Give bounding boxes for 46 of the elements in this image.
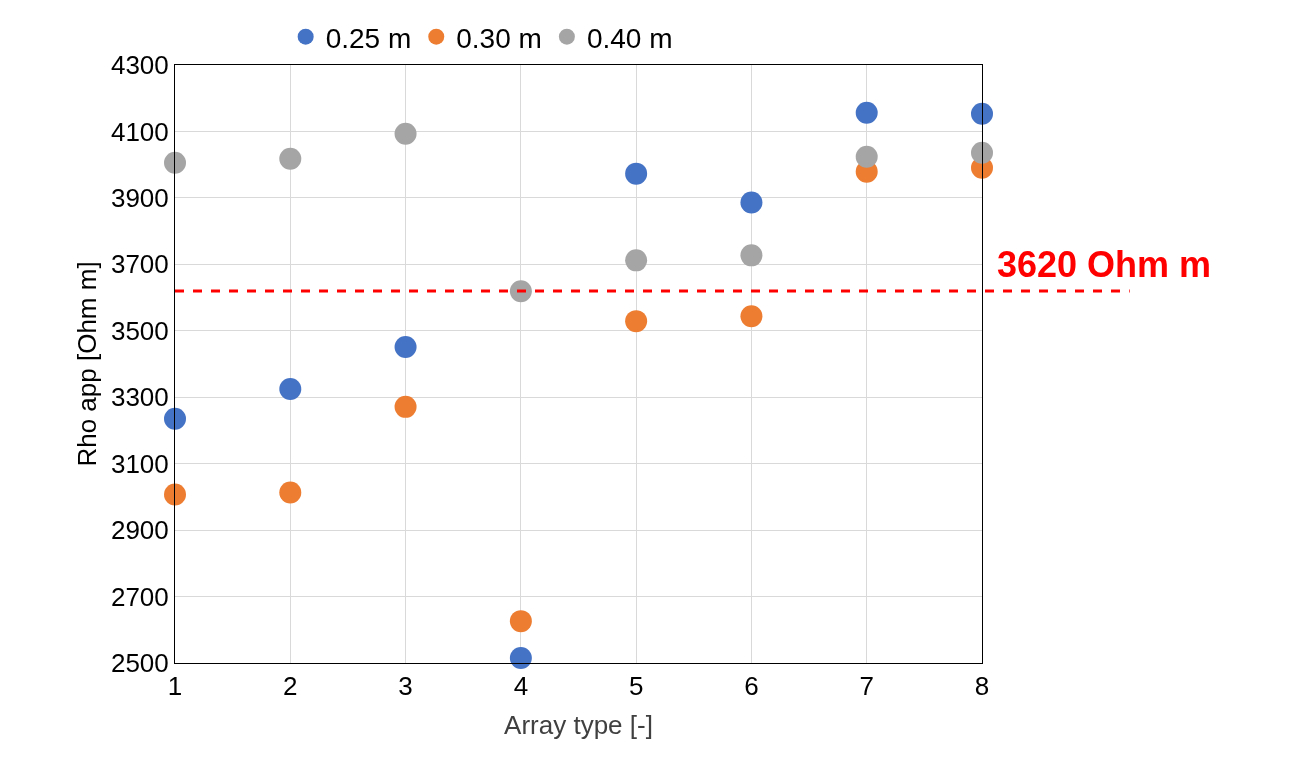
x-tick-label: 2 — [283, 671, 298, 702]
point — [740, 244, 763, 267]
point — [279, 147, 302, 170]
y-axis-title: Rho app [Ohm m] — [72, 261, 103, 467]
y-tick-label: 4300 — [110, 50, 169, 81]
y-tick-label: 3100 — [110, 448, 169, 479]
ref-line-label: 3620 Ohm m — [997, 244, 1212, 285]
point — [279, 377, 302, 400]
x-axis-title: Array type [-] — [504, 709, 653, 740]
legend-label: 0.40 m — [586, 22, 673, 54]
point — [509, 610, 532, 633]
y-tick-label: 2500 — [110, 648, 169, 679]
y-tick-label: 3700 — [110, 249, 169, 280]
x-tick-label: 8 — [974, 671, 990, 702]
y-tick-label: 3300 — [110, 382, 169, 413]
x-tick-label: 1 — [167, 671, 183, 702]
point — [394, 336, 417, 359]
x-tick-label: 4 — [513, 671, 529, 702]
x-tick-label: 6 — [744, 671, 759, 702]
x-tick-label: 3 — [398, 671, 413, 702]
point — [394, 122, 417, 145]
point — [740, 191, 763, 214]
point — [164, 483, 186, 506]
y-tick-label: 2700 — [110, 581, 169, 612]
legend-label: 0.30 m — [456, 22, 542, 54]
y-tick-label: 2900 — [110, 515, 169, 546]
x-tick-label: 5 — [628, 671, 644, 702]
point — [855, 145, 878, 168]
point — [855, 101, 878, 124]
point — [740, 305, 763, 328]
point — [625, 162, 648, 185]
point — [625, 249, 648, 272]
point — [279, 481, 302, 504]
y-tick-label: 3500 — [110, 315, 169, 346]
point — [971, 102, 993, 125]
point — [509, 647, 532, 670]
x-tick-label: 7 — [859, 671, 874, 702]
point — [971, 141, 993, 164]
point — [394, 395, 417, 418]
point — [164, 151, 186, 174]
legend-label: 0.25 m — [325, 22, 412, 54]
point — [509, 280, 532, 303]
point — [625, 310, 648, 333]
y-tick-label: 3900 — [110, 182, 169, 213]
point — [164, 407, 186, 430]
y-tick-label: 4100 — [110, 116, 169, 147]
